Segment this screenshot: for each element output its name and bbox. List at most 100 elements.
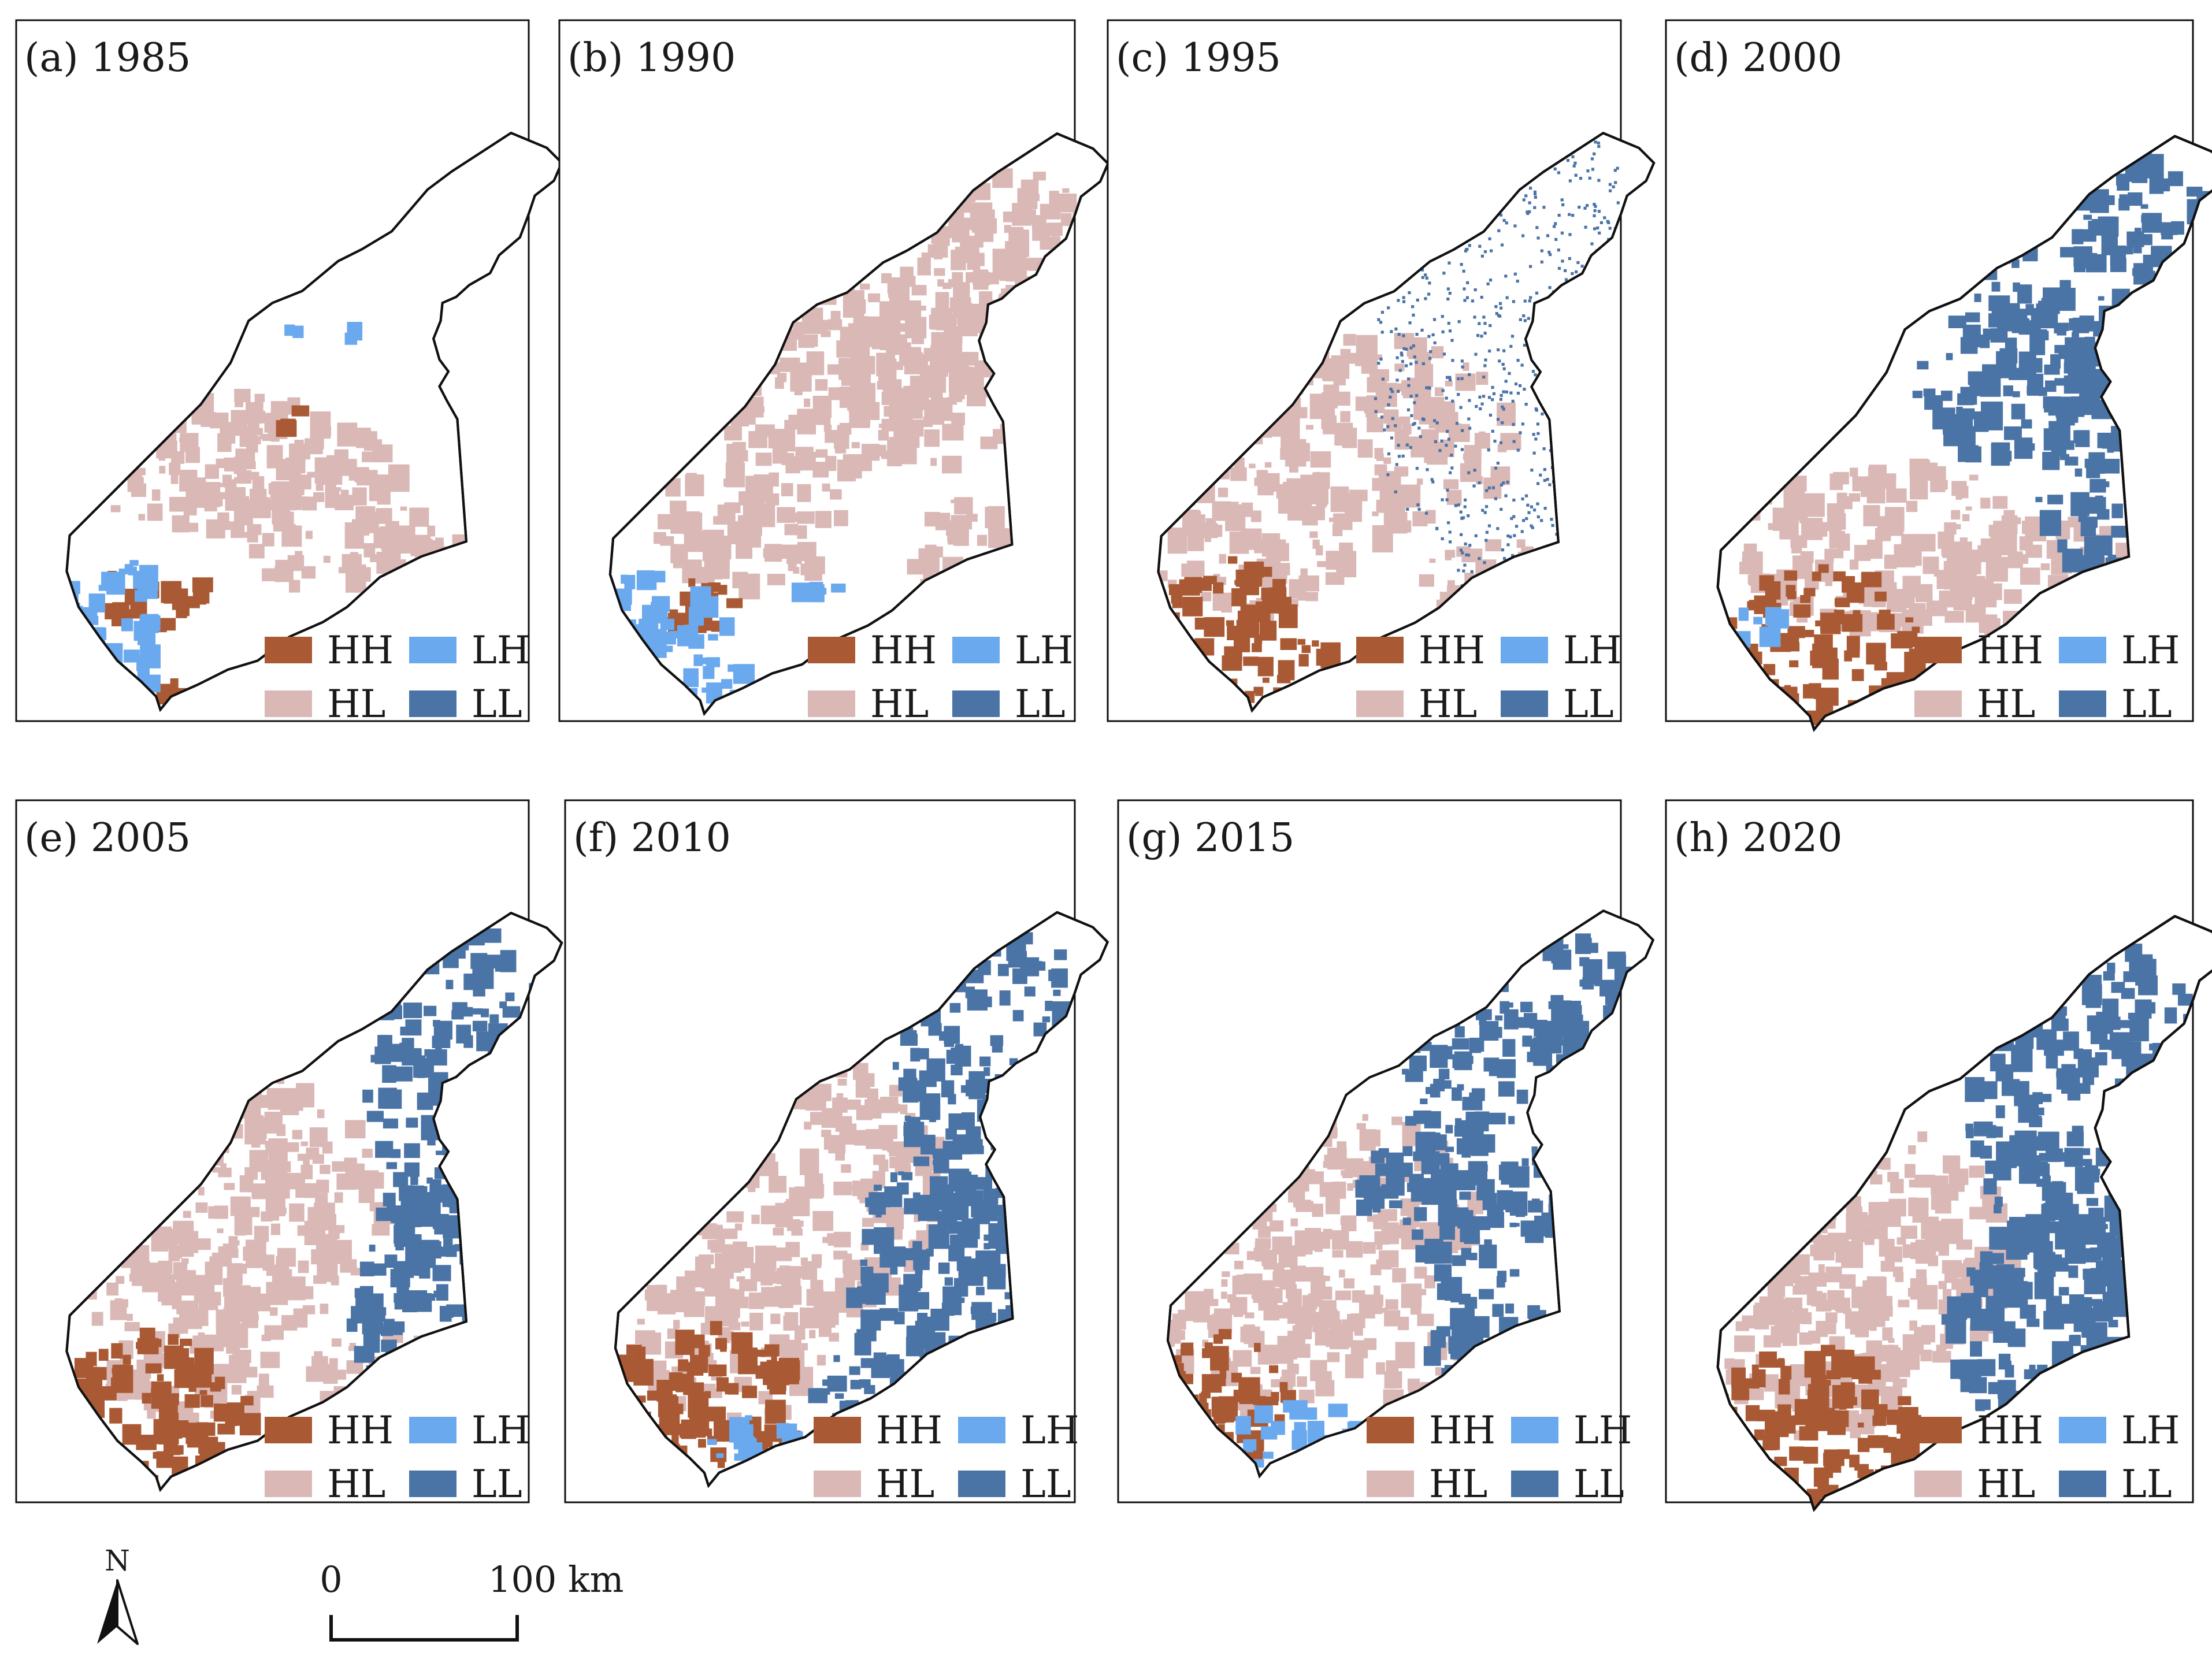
cluster-cell-hl — [1332, 524, 1343, 536]
cluster-cell-hl — [1332, 1230, 1349, 1250]
cluster-cell-ll — [1505, 221, 1508, 225]
cluster-cell-hl — [929, 546, 943, 558]
cluster-cell-hl — [1410, 1289, 1422, 1302]
cluster-cell-ll — [1657, 254, 1660, 257]
cluster-cell-hl — [911, 285, 927, 296]
legend-swatch-hh — [265, 637, 312, 663]
cluster-cell-hl — [1369, 411, 1376, 416]
cluster-cell-hl — [257, 492, 266, 498]
cluster-cell-hl — [1790, 535, 1808, 548]
cluster-cell-hh — [1784, 685, 1791, 691]
cluster-cell-ll — [1502, 407, 1505, 411]
cluster-cell-ll — [1429, 350, 1432, 354]
cluster-cell-ll — [1442, 352, 1446, 356]
cluster-cell-lh — [708, 634, 718, 641]
cluster-cell-ll — [1506, 543, 1510, 547]
cluster-cell-ll — [403, 1212, 411, 1220]
cluster-cell-hl — [1959, 537, 1968, 547]
cluster-cell-hl — [806, 1289, 824, 1306]
cluster-cell-hl — [362, 1148, 373, 1158]
cluster-cell-ll — [1634, 254, 1637, 257]
cluster-cell-ll — [1598, 231, 1601, 235]
cluster-cell-hh — [698, 1439, 706, 1448]
cluster-cell-hl — [1424, 445, 1439, 463]
cluster-cell-ll — [919, 1352, 927, 1358]
cluster-cell-hh — [112, 1365, 133, 1393]
cluster-cell-hl — [1376, 1242, 1383, 1250]
cluster-cell-ll — [1454, 444, 1457, 448]
cluster-cell-hl — [242, 1360, 248, 1368]
cluster-cell-ll — [1448, 376, 1452, 379]
cluster-cell-ll — [2047, 495, 2063, 504]
cluster-cell-hl — [924, 429, 940, 447]
cluster-cell-hh — [1172, 595, 1183, 608]
cluster-cell-ll — [1624, 491, 1628, 495]
cluster-cell-hh — [1812, 643, 1831, 669]
cluster-cell-hl — [1340, 1216, 1352, 1226]
cluster-cell-ll — [1516, 448, 1520, 452]
cluster-cell-ll — [1645, 363, 1648, 367]
cluster-cell-hl — [717, 504, 736, 525]
cluster-cell-hl — [270, 1307, 278, 1316]
cluster-cell-ll — [404, 1143, 420, 1159]
cluster-cell-ll — [2019, 320, 2039, 335]
cluster-cell-hl — [833, 1250, 848, 1260]
cluster-cell-ll — [354, 1288, 362, 1298]
cluster-cell-hl — [812, 462, 829, 478]
cluster-cell-ll — [1593, 209, 1597, 213]
cluster-cell-ll — [965, 986, 975, 998]
cluster-cell-ll — [1649, 311, 1653, 314]
cluster-cell-hl — [723, 1228, 738, 1239]
cluster-cell-lh — [1753, 617, 1762, 625]
cluster-cell-ll — [1514, 382, 1518, 386]
cluster-cell-hl — [728, 1255, 745, 1271]
cluster-cell-ll — [1974, 294, 1981, 302]
cluster-cell-ll — [2073, 430, 2085, 443]
cluster-cell-ll — [1490, 249, 1493, 253]
cluster-cell-ll — [1386, 425, 1390, 428]
cluster-cell-hl — [1372, 525, 1393, 553]
cluster-cell-hl — [1834, 513, 1846, 530]
cluster-cell-ll — [1528, 265, 1532, 268]
cluster-cell-hl — [1374, 464, 1387, 476]
cluster-cell-ll — [1627, 505, 1631, 508]
cluster-cell-hl — [980, 436, 998, 450]
cluster-cell-lh — [683, 668, 699, 688]
cluster-cell-ll — [1415, 333, 1419, 336]
cluster-cell-ll — [1513, 272, 1517, 276]
cluster-cell-ll — [1474, 534, 1478, 537]
cluster-cell-hh — [225, 1412, 238, 1426]
cluster-cell-ll — [1557, 214, 1561, 217]
cluster-cell-ll — [1553, 225, 1556, 228]
cluster-cell-hl — [1446, 489, 1462, 505]
cluster-cell-hl — [859, 367, 871, 382]
cluster-cell-ll — [1524, 403, 1528, 406]
legend-swatch-hl — [808, 690, 855, 717]
cluster-cell-ll — [1465, 247, 1469, 251]
cluster-cell-hl — [222, 1256, 232, 1267]
cluster-cell-hl — [297, 1153, 309, 1161]
cluster-cell-ll — [1568, 233, 1572, 236]
cluster-cell-hl — [827, 1234, 844, 1246]
cluster-cell-ll — [1498, 314, 1502, 318]
cluster-cell-hl — [855, 1083, 871, 1098]
cluster-cell-ll — [975, 1287, 985, 1295]
legend-swatch-ll — [958, 1471, 1005, 1497]
cluster-cell-ll — [1448, 378, 1452, 382]
cluster-cell-ll — [1463, 505, 1467, 508]
cluster-cell-lh — [636, 570, 655, 591]
cluster-cell-ll — [1531, 526, 1534, 529]
cluster-cell-hl — [843, 1260, 863, 1280]
cluster-cell-ll — [1467, 417, 1471, 421]
cluster-cell-ll — [2083, 214, 2092, 220]
cluster-cell-ll — [1652, 461, 1654, 465]
cluster-cell-ll — [1501, 405, 1504, 409]
cluster-cell-ll — [1564, 278, 1568, 281]
cluster-cell-ll — [502, 1006, 521, 1018]
cluster-cell-hl — [748, 430, 767, 448]
cluster-cell-ll — [1656, 365, 1658, 368]
cluster-cell-ll — [1460, 533, 1463, 536]
cluster-cell-hl — [1849, 493, 1861, 502]
cluster-cell-ll — [1650, 228, 1654, 231]
